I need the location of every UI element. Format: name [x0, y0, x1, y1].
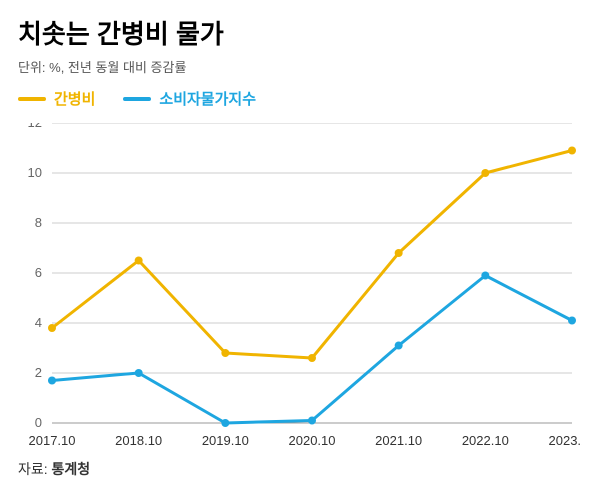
chart-subtitle: 단위: %, 전년 동월 대비 증감률 — [18, 57, 582, 76]
legend-swatch-1 — [123, 97, 151, 101]
svg-text:2018.10: 2018.10 — [115, 433, 162, 448]
svg-text:2021.10: 2021.10 — [375, 433, 422, 448]
svg-text:0: 0 — [35, 415, 42, 430]
legend-label-0: 간병비 — [54, 88, 95, 109]
chart-svg: 0 2 4 6 8 10 12 2017.10 2018.10 2019.10 2020.10 202… — [18, 123, 582, 453]
svg-text:2023.10: 2023.10 — [549, 433, 583, 448]
svg-text:2017.10: 2017.10 — [29, 433, 76, 448]
svg-text:2019.10: 2019.10 — [202, 433, 249, 448]
legend-item-1: 소비자물가지수 — [123, 88, 256, 109]
svg-text:4: 4 — [35, 315, 42, 330]
svg-text:12: 12 — [28, 123, 42, 130]
chart-area: 0 2 4 6 8 10 12 2017.10 2018.10 2019.10 2020.10 202… — [18, 123, 582, 453]
svg-text:6: 6 — [35, 265, 42, 280]
svg-text:2020.10: 2020.10 — [289, 433, 336, 448]
legend-item-0: 간병비 — [18, 88, 95, 109]
svg-text:8: 8 — [35, 215, 42, 230]
chart-title: 치솟는 간병비 물가 — [18, 14, 582, 51]
legend-swatch-0 — [18, 97, 46, 101]
svg-text:2022.10: 2022.10 — [462, 433, 509, 448]
svg-text:2: 2 — [35, 365, 42, 380]
legend-label-1: 소비자물가지수 — [159, 88, 256, 109]
chart-source: 자료: 통계청 — [18, 459, 582, 479]
svg-text:10: 10 — [28, 165, 42, 180]
chart-legend: 간병비 소비자물가지수 — [18, 88, 582, 109]
source-value: 통계청 — [52, 461, 91, 477]
source-label: 자료: — [18, 461, 48, 477]
